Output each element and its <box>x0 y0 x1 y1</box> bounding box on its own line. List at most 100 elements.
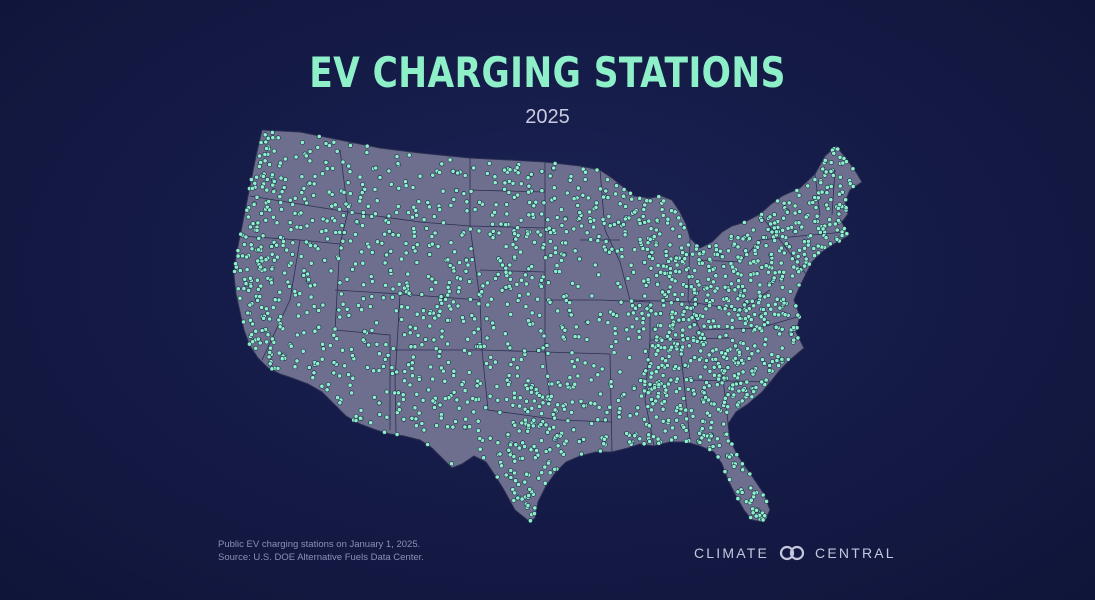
charging-station-dot-icon <box>605 195 611 200</box>
charging-station-dot-icon <box>457 260 462 265</box>
charging-station-dot-icon <box>484 360 489 366</box>
charging-station-dot-icon <box>750 227 756 233</box>
charging-station-dot-icon <box>292 364 298 370</box>
charging-station-dot-icon <box>515 495 521 501</box>
charging-station-dot-icon <box>298 210 304 216</box>
charging-station-dot-icon <box>780 227 786 233</box>
charging-station-dot-icon <box>343 201 349 207</box>
charging-station-dot-icon <box>516 445 522 451</box>
charging-station-dot-icon <box>752 327 758 333</box>
charging-station-dot-icon <box>478 344 483 350</box>
charging-station-dot-icon <box>572 381 578 387</box>
charging-station-dot-icon <box>792 210 798 216</box>
charging-station-dot-icon <box>576 185 581 191</box>
charging-station-dot-icon <box>530 423 536 429</box>
charging-station-dot-icon <box>624 327 630 333</box>
charging-station-dot-icon <box>525 175 531 181</box>
charging-station-dot-icon <box>555 443 561 449</box>
charging-station-dot-icon <box>434 423 439 428</box>
charging-station-dot-icon <box>698 335 703 341</box>
charging-station-dot-icon <box>677 403 683 408</box>
charging-station-dot-icon <box>720 254 725 260</box>
charging-station-dot-icon <box>708 284 714 289</box>
charging-station-dot-icon <box>638 378 643 383</box>
charging-station-dot-icon <box>413 416 419 422</box>
charging-station-dot-icon <box>744 392 750 397</box>
charging-station-dot-icon <box>516 428 522 434</box>
charging-station-dot-icon <box>772 301 778 307</box>
charging-station-dot-icon <box>812 253 817 258</box>
charging-station-dot-icon <box>532 505 538 511</box>
charging-station-dot-icon <box>773 324 779 330</box>
charging-station-dot-icon <box>781 250 787 256</box>
charging-station-dot-icon <box>330 165 336 171</box>
charging-station-dot-icon <box>567 177 573 183</box>
charging-station-dot-icon <box>477 199 482 205</box>
charging-station-dot-icon <box>525 428 531 434</box>
charging-station-dot-icon <box>419 342 425 348</box>
charging-station-dot-icon <box>451 268 457 274</box>
charging-station-dot-icon <box>736 371 741 377</box>
map-title: EV CHARGING STATIONS <box>309 48 786 97</box>
charging-station-dot-icon <box>603 247 608 253</box>
charging-station-dot-icon <box>325 381 331 387</box>
charging-station-dot-icon <box>792 203 798 209</box>
charging-station-dot-icon <box>412 344 418 350</box>
charging-station-dot-icon <box>824 190 830 196</box>
charging-station-dot-icon <box>827 217 832 222</box>
charging-station-dot-icon <box>678 221 684 227</box>
charging-station-dot-icon <box>487 393 493 399</box>
charging-station-dot-icon <box>344 276 350 282</box>
charging-station-dot-icon <box>255 220 261 226</box>
charging-station-dot-icon <box>297 291 303 296</box>
charging-station-dot-icon <box>539 211 545 217</box>
charging-station-dot-icon <box>717 364 723 370</box>
charging-station-dot-icon <box>707 303 712 308</box>
charging-station-dot-icon <box>477 436 483 441</box>
charging-station-dot-icon <box>267 207 273 213</box>
charging-station-dot-icon <box>729 317 735 323</box>
charging-station-dot-icon <box>337 373 342 379</box>
charging-station-dot-icon <box>583 169 588 175</box>
charging-station-dot-icon <box>533 199 539 205</box>
charging-station-dot-icon <box>582 177 588 182</box>
charging-station-dot-icon <box>427 323 433 329</box>
charging-station-dot-icon <box>641 326 647 332</box>
charging-station-dot-icon <box>704 298 709 303</box>
charging-station-dot-icon <box>772 220 778 226</box>
charging-station-dot-icon <box>331 370 337 376</box>
charging-station-dot-icon <box>367 304 373 309</box>
charging-station-dot-icon <box>438 415 444 421</box>
charging-station-dot-icon <box>752 247 758 253</box>
charging-station-dot-icon <box>542 464 548 470</box>
charging-station-dot-icon <box>559 223 565 228</box>
charging-station-dot-icon <box>347 382 353 388</box>
charging-station-dot-icon <box>612 331 618 336</box>
charging-station-dot-icon <box>735 244 741 250</box>
charging-station-dot-icon <box>843 197 848 203</box>
charging-station-dot-icon <box>282 270 287 276</box>
charging-station-dot-icon <box>763 336 769 342</box>
charging-station-dot-icon <box>541 200 547 206</box>
charging-station-dot-icon <box>385 352 391 358</box>
charging-station-dot-icon <box>828 241 833 247</box>
charging-station-dot-icon <box>645 277 651 283</box>
charging-station-dot-icon <box>515 225 520 231</box>
charging-station-dot-icon <box>263 217 269 223</box>
charging-station-dot-icon <box>656 382 662 388</box>
charging-station-dot-icon <box>757 325 763 331</box>
charging-station-dot-icon <box>504 396 510 402</box>
charging-station-dot-icon <box>401 416 407 422</box>
charging-station-dot-icon <box>260 173 266 179</box>
charging-station-dot-icon <box>580 192 586 198</box>
charging-station-dot-icon <box>616 219 621 225</box>
charging-station-dot-icon <box>432 230 438 236</box>
charging-station-dot-icon <box>496 230 502 236</box>
charging-station-dot-icon <box>723 351 728 357</box>
charging-station-dot-icon <box>771 275 777 281</box>
charging-station-dot-icon <box>535 296 540 302</box>
charging-station-dot-icon <box>235 248 241 253</box>
charging-station-dot-icon <box>494 384 500 389</box>
charging-station-dot-icon <box>627 439 632 445</box>
charging-station-dot-icon <box>837 183 843 189</box>
